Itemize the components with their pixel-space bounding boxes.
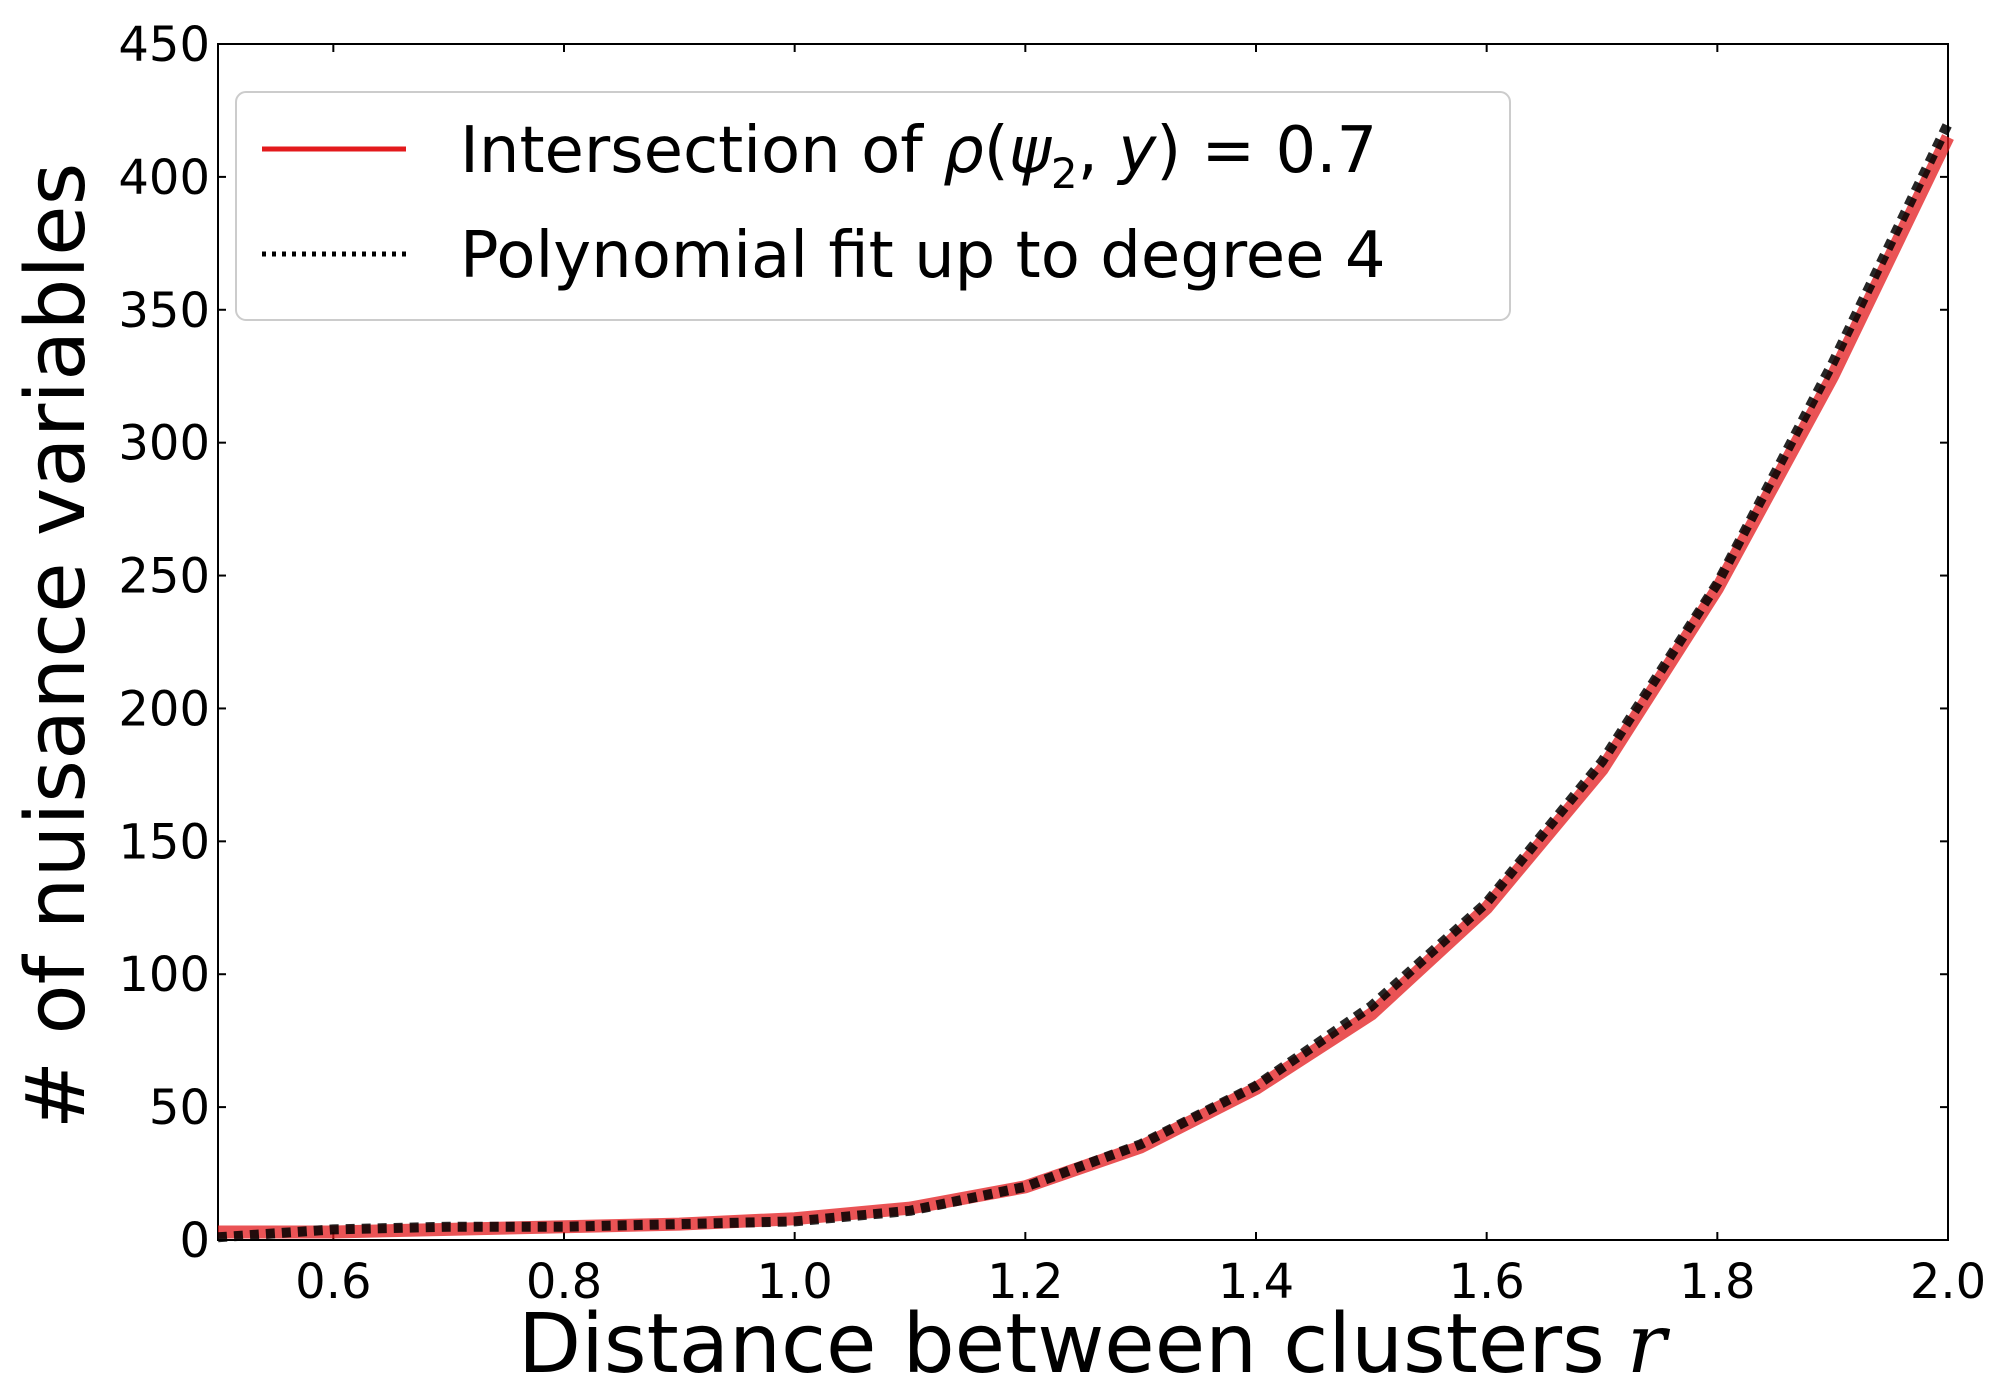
plot-frame	[217, 43, 1949, 1241]
legend-label-intersection-mid: ,	[1078, 114, 1119, 188]
legend-label-intersection-rho: ρ	[943, 114, 984, 188]
legend-label-intersection-psi: ψ	[1009, 114, 1053, 188]
x-tick-label: 1.4	[1218, 1254, 1294, 1310]
y-tick-label: 350	[118, 283, 210, 339]
y-tick-label: 200	[118, 681, 210, 737]
y-tick-label: 450	[118, 17, 210, 73]
x-axis-label-symbol: r	[1627, 1297, 1671, 1392]
legend-label-intersection-close: )	[1156, 114, 1181, 188]
x-axis-label-text: Distance between clusters	[518, 1297, 1605, 1392]
y-tick-label: 150	[118, 814, 210, 870]
x-tick-label: 1.0	[756, 1254, 832, 1310]
legend: Intersection of ρ(ψ2, y) = 0.7 Polynomia…	[235, 91, 1511, 321]
legend-label-intersection-open: (	[984, 114, 1009, 188]
legend-label-intersection-prefix: Intersection of	[460, 114, 943, 188]
x-tick-label: 1.8	[1679, 1254, 1755, 1310]
y-tick-label: 100	[118, 947, 210, 1003]
legend-box	[235, 91, 1511, 321]
legend-label-intersection: Intersection of ρ(ψ2, y) = 0.7	[460, 114, 1377, 198]
x-tick-label: 1.6	[1448, 1254, 1524, 1310]
y-tick-label: 0	[179, 1213, 210, 1269]
plot-area	[217, 43, 1949, 1241]
y-tick-label: 400	[118, 150, 210, 206]
x-tick-label: 2.0	[1910, 1254, 1986, 1310]
series-group	[217, 121, 1954, 1243]
x-axis-ticks: 0.6 0.8 1.0 1.2 1.4 1.6 1.8 2.0	[295, 44, 1986, 1310]
x-tick-label: 0.8	[526, 1254, 602, 1310]
series-line-polynomial-fit	[217, 121, 1953, 1243]
x-axis-label: Distance between clusters r	[518, 1297, 1671, 1392]
legend-label-intersection-eq: = 0.7	[1181, 114, 1377, 188]
legend-label-intersection-y: y	[1116, 114, 1157, 188]
y-tick-label: 50	[149, 1080, 210, 1136]
y-axis-ticks: 0 50 100 150 200 250 300 350 400 450	[118, 17, 1948, 1269]
y-tick-label: 300	[118, 416, 210, 472]
legend-label-intersection-sub: 2	[1051, 149, 1078, 198]
y-axis-label: # of nuisance variables	[9, 163, 104, 1130]
legend-label-polynomial: Polynomial fit up to degree 4	[460, 219, 1386, 293]
x-tick-label: 0.6	[295, 1254, 371, 1310]
x-tick-label: 1.2	[987, 1254, 1063, 1310]
y-tick-label: 250	[118, 549, 210, 605]
